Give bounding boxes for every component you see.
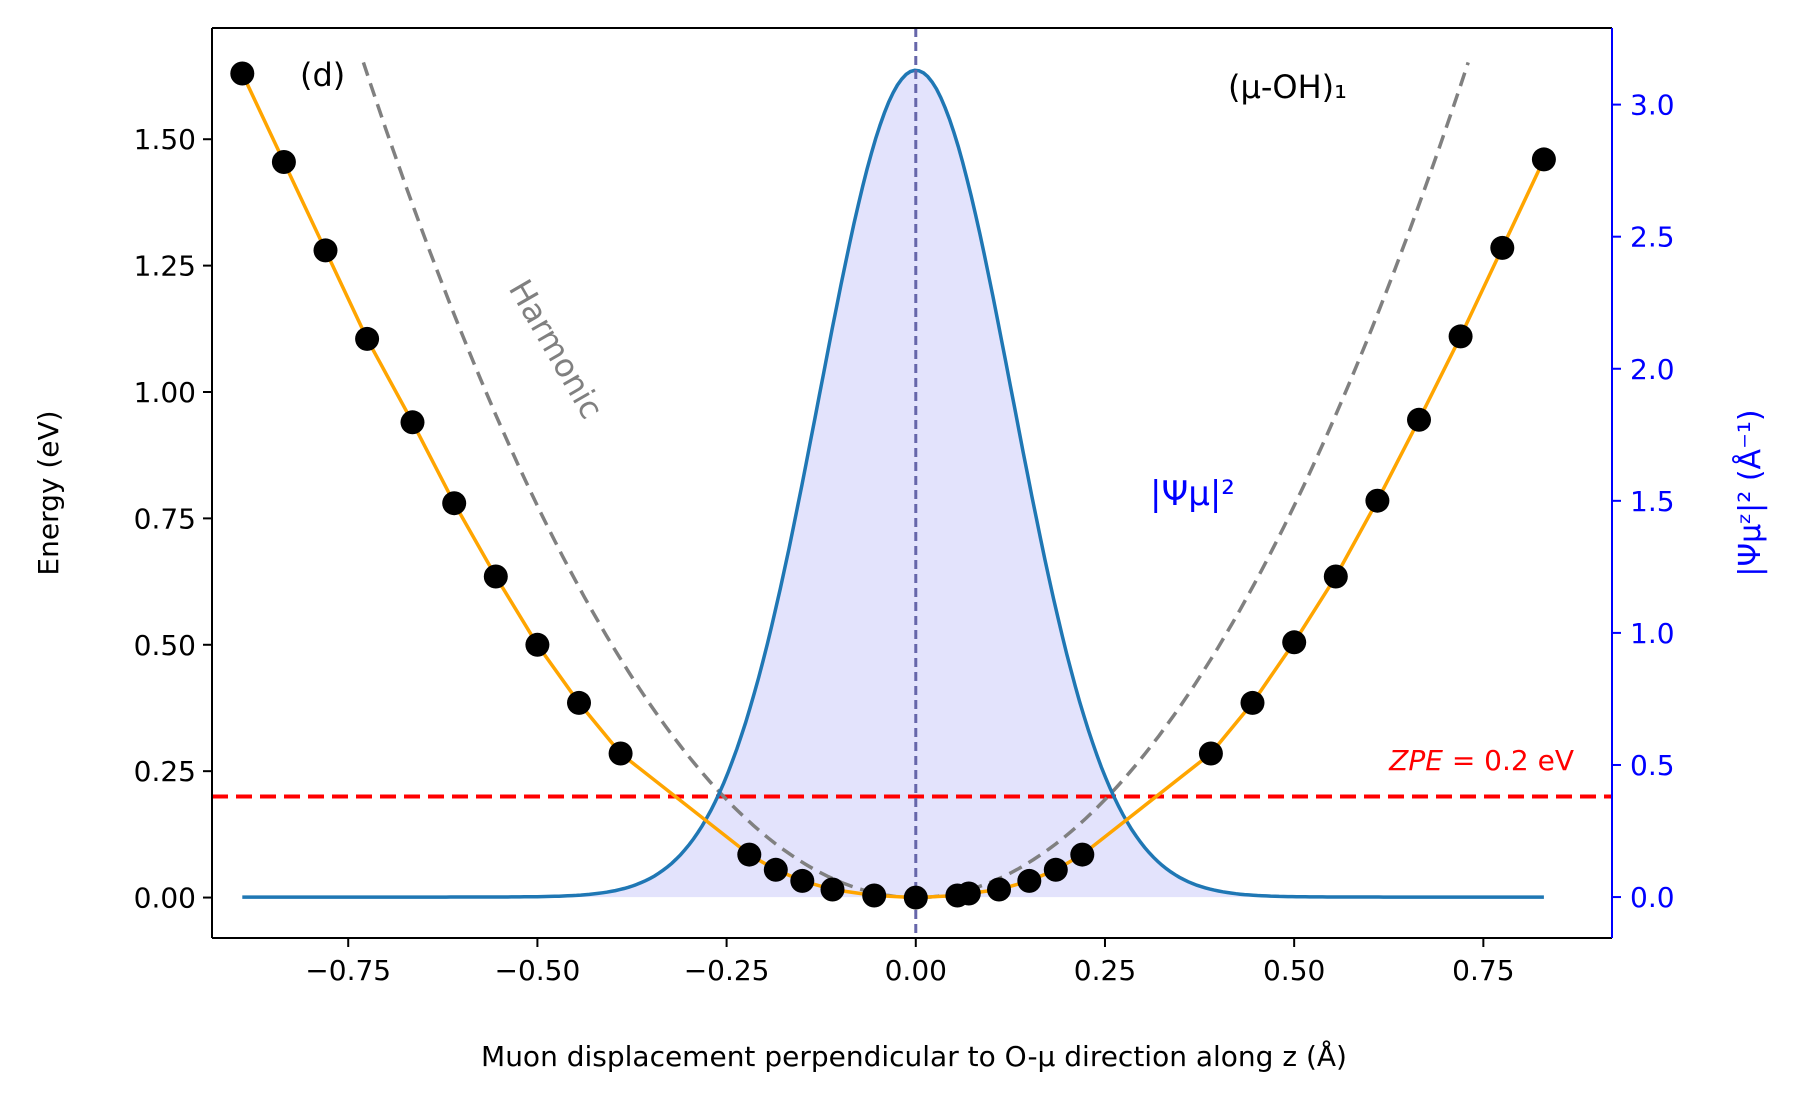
wavefunction-label: |Ψμ|²: [1150, 474, 1235, 514]
data-point: [313, 238, 338, 263]
data-point: [608, 741, 633, 766]
data-point: [763, 857, 788, 882]
data-point: [987, 877, 1011, 902]
y-right-tick-label: 3.0: [1630, 89, 1675, 122]
panel-label: (d): [300, 56, 345, 94]
y-right-tick-label: 0.5: [1630, 749, 1675, 782]
data-point: [903, 885, 928, 910]
x-tick-label: −0.75: [305, 954, 391, 987]
wavefunction-curve: [242, 68, 1544, 899]
data-point: [483, 564, 508, 589]
data-point: [1448, 324, 1473, 349]
y-left-tick-label: 0.25: [134, 755, 196, 788]
zpe-label: ZPE = 0.2 eV: [1388, 744, 1574, 777]
data-point: [1070, 842, 1095, 867]
y-right-tick-label: 0.0: [1630, 881, 1675, 914]
data-point: [1490, 235, 1515, 260]
data-point: [1017, 868, 1042, 893]
y-left-tick-label: 0.75: [134, 502, 196, 535]
data-point: [525, 632, 550, 657]
x-axis-label: Muon displacement perpendicular to O-μ d…: [481, 1039, 1347, 1073]
y-left-tick-label: 0.50: [134, 629, 196, 662]
x-tick-label: −0.25: [684, 954, 770, 987]
data-point: [400, 410, 425, 435]
zpe-label-symbol: ZPE: [1388, 744, 1443, 777]
y-right-tick-label: 2.0: [1630, 353, 1675, 386]
x-tick-label: −0.50: [494, 954, 580, 987]
data-point: [355, 326, 380, 351]
y-right-tick-label: 2.5: [1630, 221, 1675, 254]
y-left-tick-label: 1.00: [134, 376, 196, 409]
y-axis-label-right: |Ψμᶻ|² (Å⁻¹): [1732, 409, 1768, 576]
data-point: [442, 491, 467, 516]
axes-layer: [211, 27, 1613, 939]
wavefunction-fill-layer: [242, 70, 1544, 898]
y-left-tick-label: 1.50: [134, 123, 196, 156]
data-point: [1043, 857, 1068, 882]
system-label: (μ-OH)₁: [1228, 68, 1347, 106]
x-tick-label: 0.25: [1074, 954, 1136, 987]
y-left-tick-label: 1.25: [134, 250, 196, 283]
y-right-tick-label: 1.0: [1630, 617, 1675, 650]
data-point: [1240, 690, 1265, 715]
y-axis-label-left: Energy (eV): [32, 410, 65, 575]
data-point: [1407, 407, 1431, 432]
data-point: [1323, 564, 1348, 589]
data-point: [862, 883, 887, 908]
x-tick-label: 0.50: [1263, 954, 1325, 987]
data-point: [790, 868, 815, 893]
data-point: [271, 150, 296, 174]
data-point: [820, 877, 845, 902]
x-tick-label: 0.00: [885, 954, 947, 987]
ticks-layer: −0.75 −0.50 −0.25 0.00 0.25 0.50 0.75 0.00 0.25 0…: [134, 89, 1675, 987]
x-tick-label: 0.75: [1452, 954, 1514, 987]
zpe-label-value: = 0.2 eV: [1443, 744, 1574, 777]
data-point: [1198, 741, 1223, 766]
harmonic-label: Harmonic: [501, 273, 611, 425]
y-left-tick-label: 0.00: [134, 882, 196, 915]
data-point: [230, 61, 255, 86]
data-point: [737, 842, 762, 867]
y-right-tick-label: 1.5: [1630, 485, 1675, 518]
data-point: [956, 881, 981, 906]
data-point: [1365, 488, 1390, 513]
data-point: [1282, 630, 1307, 655]
wavefunction-fill: [242, 70, 1544, 898]
data-point: [1531, 147, 1556, 172]
dft-points-layer: [230, 61, 1556, 910]
data-point: [567, 690, 591, 715]
